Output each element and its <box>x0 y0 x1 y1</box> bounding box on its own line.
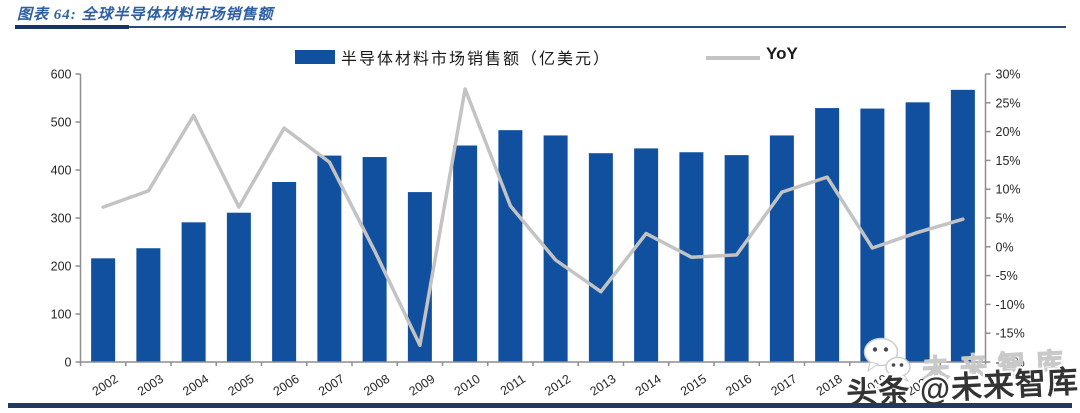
right-axis-label: 15% <box>996 154 1021 168</box>
right-axis-label: -5% <box>996 269 1018 283</box>
bar-2008 <box>362 157 387 362</box>
x-axis-label: 2004 <box>180 372 211 399</box>
x-axis-label: 2007 <box>316 372 347 399</box>
bar-series-label: 半导体材料市场销售额（亿美元） <box>341 51 612 68</box>
bar-2014 <box>634 148 659 362</box>
x-axis-label: 2012 <box>542 372 573 399</box>
bar-2005 <box>226 212 251 362</box>
x-axis-label: 2003 <box>135 372 166 399</box>
right-axis-label: 10% <box>996 183 1021 197</box>
x-axis-label: 2013 <box>588 372 619 399</box>
line-series-swatch <box>706 56 760 60</box>
x-axis-label: 2018 <box>814 372 845 399</box>
bar-2004 <box>181 222 206 362</box>
x-axis-label: 2005 <box>226 372 257 399</box>
right-axis-label: -10% <box>996 298 1025 312</box>
left-axis-label: 0 <box>65 356 72 370</box>
bar-2002 <box>91 258 116 362</box>
x-axis-label: 2006 <box>271 372 302 399</box>
left-axis-label: 600 <box>51 68 72 82</box>
title-divider-accent <box>15 25 129 29</box>
bar-series-swatch <box>295 50 335 64</box>
title-divider <box>15 25 1066 29</box>
right-axis-label: 30% <box>996 68 1021 82</box>
bar-2013 <box>588 153 613 362</box>
bar-2021 <box>950 89 975 362</box>
x-axis-label: 2008 <box>361 372 392 399</box>
right-axis-label: 25% <box>996 96 1021 110</box>
x-axis-label: 2010 <box>452 372 483 399</box>
bar-2006 <box>272 182 297 362</box>
x-axis-label: 2016 <box>723 372 754 399</box>
right-axis-label: 20% <box>996 125 1021 139</box>
left-axis-label: 400 <box>51 164 72 178</box>
x-axis-label: 2011 <box>498 372 528 398</box>
left-axis-label: 100 <box>51 308 72 322</box>
bar-2018 <box>815 108 840 362</box>
x-axis-label: 2002 <box>90 372 121 399</box>
footer-divider <box>8 403 1072 408</box>
wechat-icon <box>863 337 911 382</box>
line-series-label: YoY <box>766 44 798 63</box>
bar-2016 <box>724 155 749 362</box>
bar-2011 <box>498 130 523 362</box>
bar-2010 <box>453 145 478 362</box>
right-axis-label: 5% <box>996 212 1014 226</box>
x-axis-label: 2009 <box>407 372 438 399</box>
right-axis-label: -20% <box>996 356 1025 370</box>
left-axis-label: 300 <box>51 212 72 226</box>
right-axis-label: 0% <box>996 240 1014 254</box>
right-axis-label: -15% <box>996 327 1025 341</box>
left-axis-label: 200 <box>51 260 72 274</box>
x-axis-label: 2014 <box>633 372 664 399</box>
x-axis-label: 2015 <box>678 372 709 399</box>
bar-2009 <box>407 192 432 362</box>
bar-2017 <box>769 135 794 362</box>
bar-2007 <box>317 155 342 362</box>
x-axis-label: 2017 <box>769 372 800 399</box>
figure-title: 图表 64: 全球半导体材料市场销售额 <box>17 7 274 23</box>
left-axis-label: 500 <box>51 116 72 130</box>
bar-2003 <box>136 248 161 362</box>
yoy-line <box>101 87 965 348</box>
